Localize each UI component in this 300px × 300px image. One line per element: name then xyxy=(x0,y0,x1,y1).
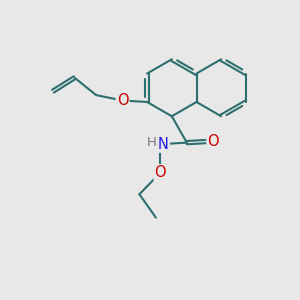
Text: O: O xyxy=(117,93,128,108)
Text: O: O xyxy=(207,134,219,149)
Text: N: N xyxy=(158,137,169,152)
Text: O: O xyxy=(154,165,166,180)
Text: H: H xyxy=(147,136,157,148)
